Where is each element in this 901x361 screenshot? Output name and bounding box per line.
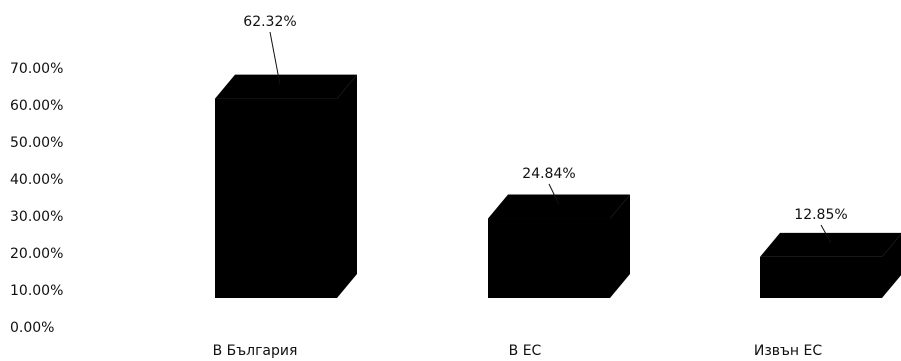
y-axis-ticks: 0.00% 10.00% 20.00% 30.00% 40.00% 50.00% 60.00… xyxy=(10,61,63,336)
data-label: 12.85% xyxy=(794,207,847,223)
bar-top-face xyxy=(488,194,630,219)
data-label: 62.32% xyxy=(243,14,296,30)
bar-side-face xyxy=(610,194,630,298)
bar-front-face xyxy=(488,218,610,298)
y-tick-label: 70.00% xyxy=(10,61,63,77)
y-tick-label: 60.00% xyxy=(10,98,63,114)
y-tick-label: 10.00% xyxy=(10,283,63,299)
bar: 12.85% xyxy=(760,207,901,298)
y-tick-label: 0.00% xyxy=(10,320,54,336)
data-label-leader xyxy=(269,31,281,85)
y-tick-label: 50.00% xyxy=(10,135,63,151)
bars: 62.32% 24.84% 12.85% xyxy=(215,14,901,299)
bar-front-face xyxy=(760,256,882,298)
category-labels: В България В ЕС Извън ЕС xyxy=(213,343,823,359)
bar-side-face xyxy=(882,234,901,298)
bar: 62.32% xyxy=(215,14,357,299)
bar: 24.84% xyxy=(488,166,630,298)
data-label: 24.84% xyxy=(522,166,575,182)
bar-front-face xyxy=(215,98,337,299)
category-label: В България xyxy=(213,343,298,359)
data-label-leader xyxy=(820,224,832,244)
category-label: В ЕС xyxy=(509,343,542,359)
data-label-leader xyxy=(548,183,560,205)
bar-side-face xyxy=(337,74,357,299)
category-label: Извън ЕС xyxy=(754,343,823,359)
y-tick-label: 40.00% xyxy=(10,172,63,188)
bar-top-face xyxy=(760,232,901,257)
y-tick-label: 20.00% xyxy=(10,246,63,262)
bar-top-face xyxy=(215,74,357,99)
y-tick-label: 30.00% xyxy=(10,209,63,225)
